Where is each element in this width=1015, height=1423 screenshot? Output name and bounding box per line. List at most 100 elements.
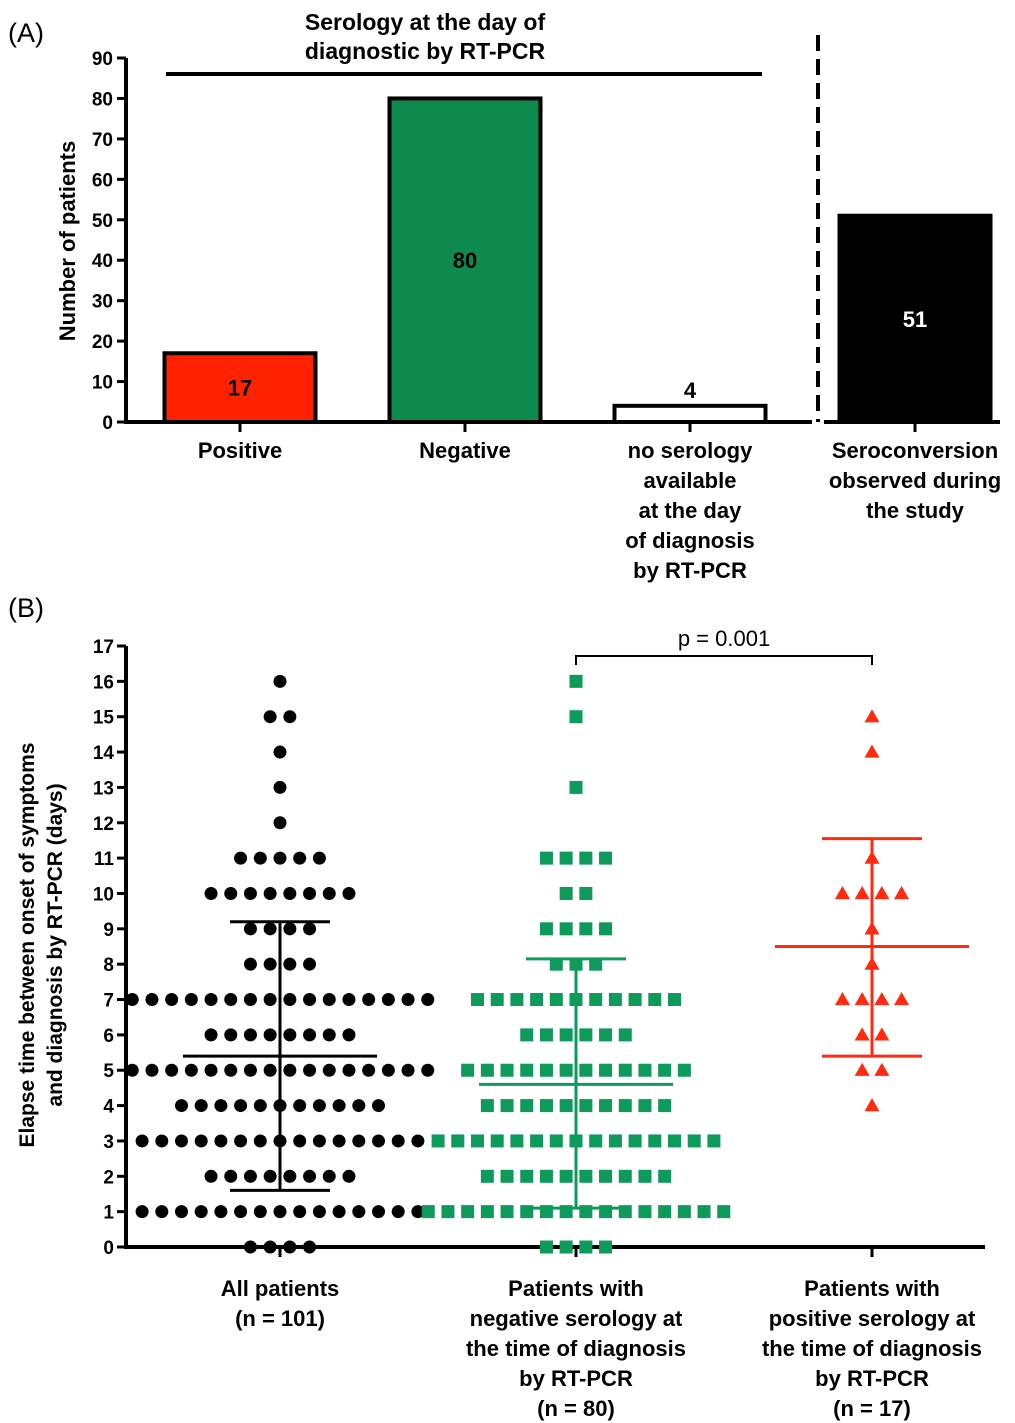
data-point	[579, 922, 593, 936]
y-tick-label-a: 80	[92, 89, 113, 110]
data-point	[243, 1028, 257, 1042]
y-tick-label-a: 30	[92, 292, 113, 313]
data-point	[352, 1099, 366, 1113]
data-point	[539, 851, 553, 865]
data-point	[500, 1063, 514, 1077]
data-point	[559, 851, 573, 865]
data-point	[263, 886, 277, 900]
data-point	[658, 1205, 672, 1219]
data-point	[362, 1063, 376, 1077]
data-point	[293, 851, 307, 865]
data-point	[589, 993, 603, 1007]
data-point	[490, 1134, 504, 1148]
y-tick-label-b: 8	[103, 955, 114, 976]
data-point	[243, 922, 257, 936]
data-point	[401, 1063, 415, 1077]
data-point	[579, 1169, 593, 1183]
data-point	[638, 1099, 652, 1113]
data-point	[707, 1134, 721, 1148]
data-point	[322, 886, 336, 900]
data-point	[303, 886, 317, 900]
data-point	[638, 1169, 652, 1183]
data-point	[322, 993, 336, 1007]
data-point	[322, 1028, 336, 1042]
data-point	[539, 1240, 553, 1254]
y-tick-label-b: 17	[93, 637, 114, 658]
data-point	[618, 1028, 632, 1042]
data-point	[461, 1205, 475, 1219]
data-point	[677, 1063, 691, 1077]
data-point	[520, 1028, 534, 1042]
data-point	[687, 1134, 701, 1148]
data-point	[530, 1134, 544, 1148]
y-tick-label-b: 14	[93, 743, 115, 764]
data-point	[234, 1134, 248, 1148]
data-point	[204, 1028, 218, 1042]
data-point	[431, 1134, 445, 1148]
panel-label-a: (A)	[8, 18, 44, 48]
data-point	[332, 1205, 346, 1219]
category-label: Seroconversion	[832, 438, 998, 463]
data-point	[184, 993, 198, 1007]
y-tick-label-b: 1	[103, 1203, 114, 1224]
data-point	[589, 1134, 603, 1148]
data-point	[372, 1134, 385, 1148]
group-label: the time of diagnosis	[762, 1336, 982, 1361]
data-point	[677, 1205, 691, 1219]
data-point	[500, 1099, 514, 1113]
data-point	[342, 1169, 356, 1183]
group-label: All patients	[221, 1276, 340, 1301]
data-point	[549, 993, 563, 1007]
data-point	[263, 957, 277, 971]
data-point	[234, 1205, 248, 1219]
data-point	[391, 1134, 405, 1148]
data-point	[224, 886, 238, 900]
data-point	[283, 922, 297, 936]
data-point	[273, 780, 287, 794]
panel-b-mean-sd-bars	[183, 837, 969, 1210]
panel-label-b: (B)	[8, 593, 44, 623]
significance-bracket	[575, 655, 873, 665]
data-point	[539, 1099, 553, 1113]
data-point	[253, 1134, 267, 1148]
data-point	[263, 1240, 277, 1254]
category-label: observed during	[829, 468, 1001, 493]
data-point	[599, 1099, 613, 1113]
data-point	[599, 1169, 613, 1183]
group-label: by RT-PCR	[519, 1366, 633, 1391]
bar-value-label: 80	[453, 248, 477, 273]
data-point	[224, 993, 238, 1007]
data-point	[559, 1240, 573, 1254]
data-point	[480, 1169, 494, 1183]
data-point	[539, 1063, 553, 1077]
data-point	[273, 816, 287, 830]
data-point	[874, 1062, 890, 1076]
group-label: positive serology at	[769, 1306, 976, 1331]
y-tick-label-b: 9	[103, 920, 114, 941]
data-point	[362, 993, 376, 1007]
data-point	[441, 1205, 455, 1219]
data-point	[243, 1169, 257, 1183]
data-point	[451, 1134, 465, 1148]
data-point	[273, 1205, 287, 1219]
data-point	[332, 1134, 346, 1148]
data-point	[342, 886, 356, 900]
data-point	[500, 1169, 514, 1183]
data-point	[411, 1205, 425, 1219]
data-point	[214, 1134, 228, 1148]
panel-a-bars: 17 80 4 51	[162, 96, 993, 425]
data-point	[283, 1169, 297, 1183]
data-point	[658, 1063, 672, 1077]
data-point	[204, 1063, 218, 1077]
category-label: of diagnosis	[625, 528, 755, 553]
data-point	[155, 1134, 169, 1148]
data-point	[145, 1063, 159, 1077]
data-point	[273, 851, 287, 865]
data-point	[539, 922, 553, 936]
data-point	[510, 1134, 524, 1148]
panel-b-group-labels: All patients (n = 101) Patients with negati…	[221, 1276, 982, 1421]
data-point	[303, 1063, 317, 1077]
data-point	[243, 993, 257, 1007]
data-point	[854, 1027, 870, 1041]
data-point	[549, 1134, 563, 1148]
